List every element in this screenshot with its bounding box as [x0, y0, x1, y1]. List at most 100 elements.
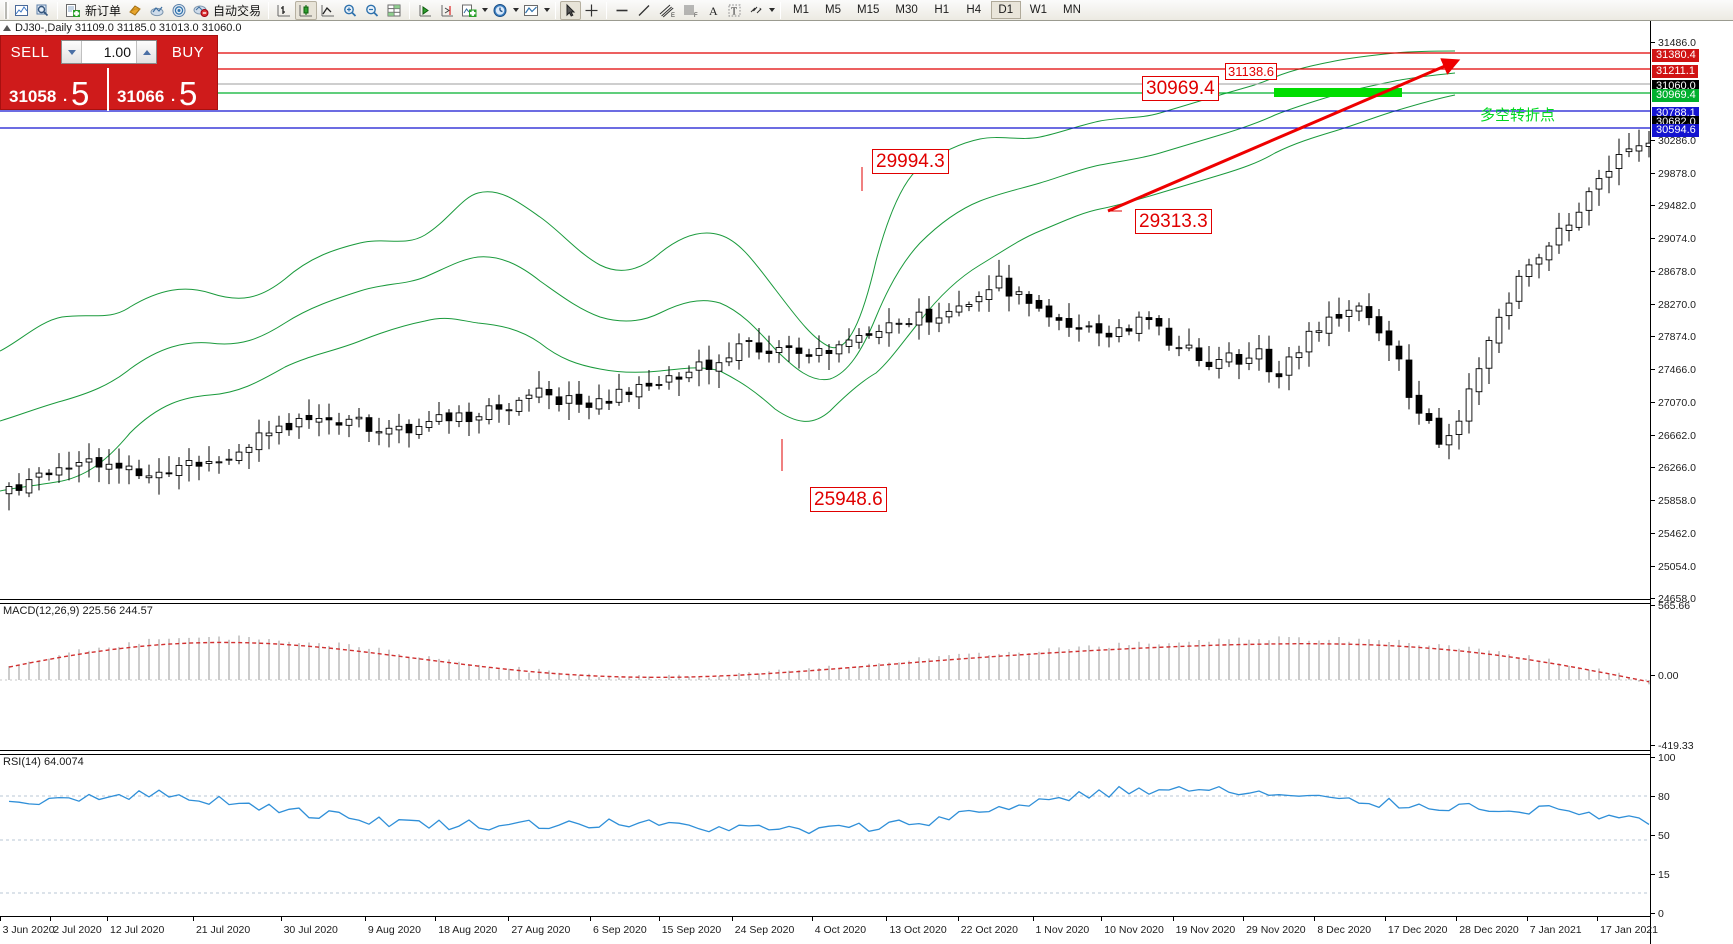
templates-dropdown-arrow-icon[interactable]	[542, 1, 551, 19]
candle	[5, 482, 13, 511]
volume-stepper[interactable]: 1.00	[61, 40, 157, 64]
sell-price[interactable]: 31058 . 5	[1, 68, 109, 112]
annotation-turning-point[interactable]: 多空转折点	[1480, 106, 1556, 124]
timeframe-h4[interactable]: H4	[966, 4, 982, 16]
annotation-25948[interactable]: 25948.6	[810, 487, 887, 512]
timeframe-m15[interactable]: M15	[857, 4, 880, 16]
zoom-in-icon[interactable]	[339, 1, 361, 20]
sell-button[interactable]: SELL	[10, 43, 50, 61]
price-tick-25054-0: 25054.0	[1651, 562, 1696, 572]
arrows-dropdown-arrow-icon[interactable]	[767, 1, 776, 19]
candle	[1545, 241, 1553, 271]
new-order-button[interactable]	[62, 1, 84, 20]
one-click-price-row: 31058 . 5 31066 . 5	[1, 68, 219, 112]
cursor-icon[interactable]	[560, 0, 582, 20]
chart-symbol-text: DJ30-,Daily 31109.0 31185.0 31013.0 3106…	[15, 22, 242, 34]
candle	[825, 343, 833, 371]
auto-trading-label[interactable]: 自动交易	[213, 3, 262, 18]
one-click-trading-panel[interactable]: SELL 1.00 BUY 31058 . 5 31066 . 5	[0, 35, 219, 112]
timeframe-m30[interactable]: M30	[895, 4, 918, 16]
data-window-icon[interactable]	[383, 1, 405, 20]
algo-stop-icon[interactable]	[190, 1, 212, 20]
expert-advisor-icon[interactable]	[124, 1, 146, 20]
support-zone-highlight	[1274, 88, 1402, 97]
chart-shift-icon[interactable]	[436, 1, 458, 20]
buy-button[interactable]: BUY	[171, 43, 205, 61]
candle	[395, 413, 403, 444]
candle	[465, 402, 473, 437]
candlestick-chart-icon[interactable]	[295, 0, 318, 20]
crosshair-icon[interactable]	[581, 1, 602, 20]
annotation-29994[interactable]: 29994.3	[872, 149, 949, 174]
annotation-31138[interactable]: 31138.6	[1225, 63, 1278, 80]
fibonacci-icon[interactable]: F	[679, 1, 703, 20]
templates-icon[interactable]	[520, 1, 542, 20]
main-toolbar: 新订单 自动交易	[0, 0, 1733, 21]
chart-collapse-triangle-icon[interactable]	[3, 25, 11, 31]
toolbar-grip[interactable]	[4, 1, 9, 19]
chart-window-icon[interactable]	[11, 1, 32, 20]
indicator-cloud-icon[interactable]	[146, 1, 168, 20]
add-indicator-icon[interactable]	[458, 1, 480, 20]
candle	[1375, 308, 1383, 342]
candle	[1235, 349, 1243, 380]
candle	[1215, 346, 1223, 379]
period-clock-icon[interactable]	[489, 1, 511, 20]
price-chart-canvas[interactable]	[0, 21, 1650, 944]
candle	[1055, 313, 1063, 331]
trendline-icon[interactable]	[633, 1, 655, 20]
volume-increase-button[interactable]	[136, 41, 156, 63]
candle	[1425, 408, 1433, 424]
time-tick	[0, 917, 1, 921]
price-tick-25858-0: 25858.0	[1651, 496, 1696, 507]
arrows-icon[interactable]	[745, 1, 767, 20]
new-order-label[interactable]: 新订单	[85, 3, 122, 18]
search-magnifier-icon[interactable]	[32, 1, 53, 20]
candle	[275, 415, 283, 445]
text-object-icon[interactable]: T	[724, 1, 745, 20]
zoom-out-icon[interactable]	[361, 1, 383, 20]
add-indicator-dropdown-arrow-icon[interactable]	[480, 1, 489, 19]
time-tick	[107, 917, 108, 921]
time-tick	[658, 917, 660, 921]
time-scale[interactable]: 3 Jun 2020 2 Jul 2020 12 Jul 2020 21 Jul 20…	[0, 916, 1658, 944]
buy-price-separator: .	[171, 88, 176, 105]
auto-scroll-icon[interactable]	[414, 1, 436, 20]
timeframe-m5[interactable]: M5	[825, 4, 842, 16]
chart-area[interactable]: DJ30-,Daily 31109.0 31185.0 31013.0 3106…	[0, 21, 1733, 944]
volume-decrease-button[interactable]	[62, 41, 82, 63]
annotation-29313[interactable]: 29313.3	[1135, 209, 1212, 234]
line-chart-icon[interactable]	[317, 1, 339, 20]
candle	[1495, 308, 1503, 353]
timeframe-w1[interactable]: W1	[1029, 4, 1048, 16]
candle	[1585, 187, 1593, 226]
candle	[1535, 253, 1543, 279]
candle	[105, 449, 113, 485]
candle	[195, 455, 203, 481]
horizontal-line-icon[interactable]	[611, 1, 633, 20]
candle	[265, 420, 273, 450]
rsi-pane-separator-top	[0, 750, 1733, 751]
candle	[675, 372, 683, 397]
timeframe-m1[interactable]: M1	[793, 4, 810, 16]
buy-price[interactable]: 31066 . 5	[109, 68, 217, 112]
timeframe-d1[interactable]: D1	[990, 1, 1021, 19]
equidistant-channel-icon[interactable]: E	[655, 1, 679, 20]
volume-value[interactable]: 1.00	[103, 44, 131, 60]
svg-text:F: F	[694, 13, 698, 18]
text-label-icon[interactable]: A	[703, 1, 724, 20]
candle	[1005, 264, 1013, 312]
candle	[1145, 311, 1153, 330]
time-tick	[50, 917, 52, 921]
period-dropdown-arrow-icon[interactable]	[511, 1, 520, 19]
timeframe-h1[interactable]: H1	[934, 4, 950, 16]
signals-icon[interactable]	[168, 1, 190, 20]
rsi-tick-15: 15	[1651, 870, 1670, 880]
candle	[335, 412, 343, 435]
time-tick	[192, 917, 194, 921]
candle	[1115, 319, 1123, 343]
price-scale[interactable]: 31486.0 30286.0 29878.0 29482.0 29074.0 28678…	[1650, 21, 1733, 944]
annotation-30969[interactable]: 30969.4	[1142, 76, 1219, 101]
bar-chart-icon[interactable]	[273, 1, 295, 20]
timeframe-mn[interactable]: MN	[1063, 4, 1081, 16]
